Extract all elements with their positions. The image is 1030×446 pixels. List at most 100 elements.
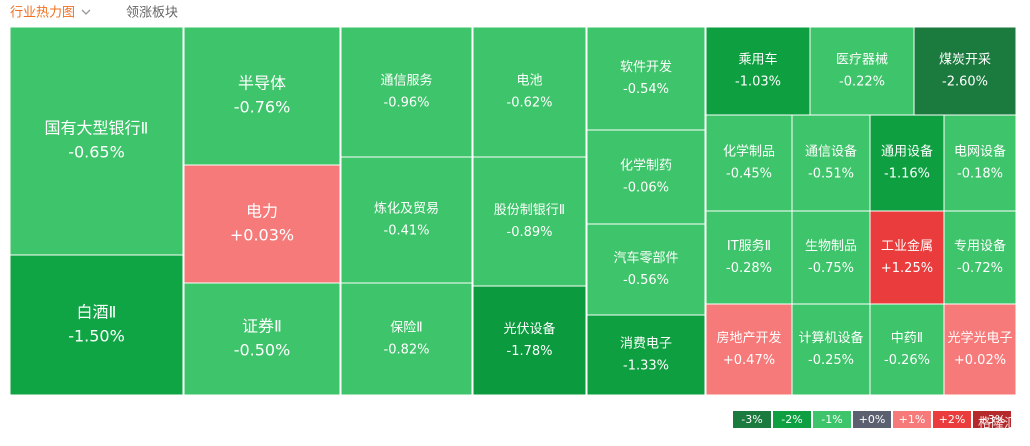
tile: [472, 26, 587, 158]
legend-label: -3%: [741, 413, 762, 426]
tab[interactable]: 领涨板块: [126, 6, 178, 21]
tile: [340, 26, 473, 158]
tile-value: -0.28%: [726, 261, 772, 276]
tile-value: +0.47%: [723, 353, 775, 368]
legend-swatch: [933, 411, 971, 428]
tile-name: 半导体: [238, 74, 286, 93]
tile-name: 软件开发: [620, 59, 672, 75]
tile: [791, 210, 871, 305]
tile-value: -0.56%: [623, 273, 669, 288]
legend-swatch: [853, 411, 891, 428]
tile-value: -0.75%: [808, 261, 854, 276]
tile: [586, 223, 706, 316]
tile: [9, 26, 184, 256]
tile-name: 光伏设备: [503, 321, 555, 337]
tile-name: 通信设备: [805, 144, 857, 160]
tile-name: 中药Ⅱ: [891, 331, 923, 346]
tile: [943, 114, 1017, 212]
legend-swatch: [893, 411, 931, 428]
tile: [943, 303, 1017, 396]
tile: [705, 114, 793, 212]
tile: [705, 210, 793, 305]
tile-name: 生物制品: [805, 239, 857, 254]
tile: [869, 114, 945, 212]
legend-swatch: [733, 411, 771, 428]
tile-name: 国有大型银行Ⅱ: [45, 119, 149, 138]
tile-value: -0.76%: [234, 98, 291, 117]
tab-active[interactable]: 行业热力图: [10, 6, 75, 21]
tile: [183, 26, 341, 166]
tile-value: -0.25%: [808, 353, 854, 368]
legend-label: -2%: [781, 413, 802, 426]
tile-value: -1.78%: [507, 344, 553, 359]
tile: [586, 129, 706, 225]
tile-value: -1.16%: [884, 167, 930, 182]
tile-name: 保险Ⅱ: [390, 321, 422, 336]
tile-value: -0.89%: [507, 225, 553, 240]
tile: [913, 26, 1017, 116]
legend-label: +0%: [859, 413, 886, 426]
tile-name: 专用设备: [954, 238, 1006, 254]
tile-value: -0.96%: [384, 96, 430, 111]
tile: [340, 282, 473, 396]
tile-value: -1.03%: [735, 75, 781, 90]
tile: [705, 303, 793, 396]
tile-value: -0.65%: [68, 143, 125, 162]
tile-name: 房地产开发: [716, 330, 781, 346]
tile-value: +1.25%: [881, 261, 933, 276]
tile: [9, 254, 184, 396]
legend-swatch: [973, 411, 1011, 428]
tile-name: 通信服务: [380, 73, 432, 89]
legend-label: +3%: [979, 413, 1006, 426]
tile: [340, 156, 473, 284]
tile-name: 化学制药: [620, 158, 672, 174]
tile: [472, 156, 587, 287]
tile-value: -0.22%: [839, 75, 885, 90]
legend-label: +2%: [939, 413, 966, 426]
tile-value: -0.72%: [957, 261, 1003, 276]
tile-name: 炼化及贸易: [374, 202, 439, 217]
legend-label: +1%: [899, 413, 926, 426]
tile-value: -2.60%: [942, 75, 988, 90]
tile-name: 电网设备: [954, 144, 1006, 160]
tile-value: -0.41%: [384, 224, 430, 239]
tile: [791, 303, 871, 396]
tile-name: 光学光电子: [947, 330, 1012, 346]
tile: [869, 210, 945, 305]
tile-value: -0.54%: [623, 82, 669, 97]
tile-value: -0.50%: [234, 341, 291, 360]
tile-name: 白酒Ⅱ: [77, 303, 117, 322]
tile: [943, 210, 1017, 305]
tile-value: -0.82%: [384, 343, 430, 358]
tile-name: 化学制品: [723, 144, 775, 160]
watermark: 格隆汇: [978, 416, 1017, 432]
tile-name: 电池: [516, 74, 542, 89]
legend-swatch: [773, 411, 811, 428]
tile: [183, 164, 341, 284]
tile-value: -1.50%: [68, 327, 125, 346]
tile-value: -0.62%: [507, 96, 553, 111]
tab-chevron[interactable]: [81, 9, 91, 15]
tile-name: 证券Ⅱ: [242, 317, 282, 336]
tile-name: 计算机设备: [798, 330, 863, 346]
tile-value: +0.02%: [954, 353, 1006, 368]
tile: [791, 114, 871, 212]
legend-swatch: [813, 411, 851, 428]
tile-name: 消费电子: [620, 337, 672, 352]
tile-value: -0.51%: [808, 167, 854, 182]
tile-name: 乘用车: [738, 52, 777, 68]
tile-value: -0.45%: [726, 167, 772, 182]
tile-name: 股份制银行Ⅱ: [494, 203, 565, 218]
tile: [472, 285, 587, 396]
tile-name: 通用设备: [881, 144, 933, 160]
tile: [705, 26, 811, 116]
tile: [586, 26, 706, 131]
tile-name: 工业金属: [881, 238, 933, 254]
tile-name: 电力: [246, 202, 278, 221]
tile-value: +0.03%: [230, 226, 294, 245]
tile-name: 汽车零部件: [613, 250, 678, 266]
tile: [809, 26, 915, 116]
tile-name: 医疗器械: [836, 53, 888, 68]
tile: [586, 314, 706, 396]
